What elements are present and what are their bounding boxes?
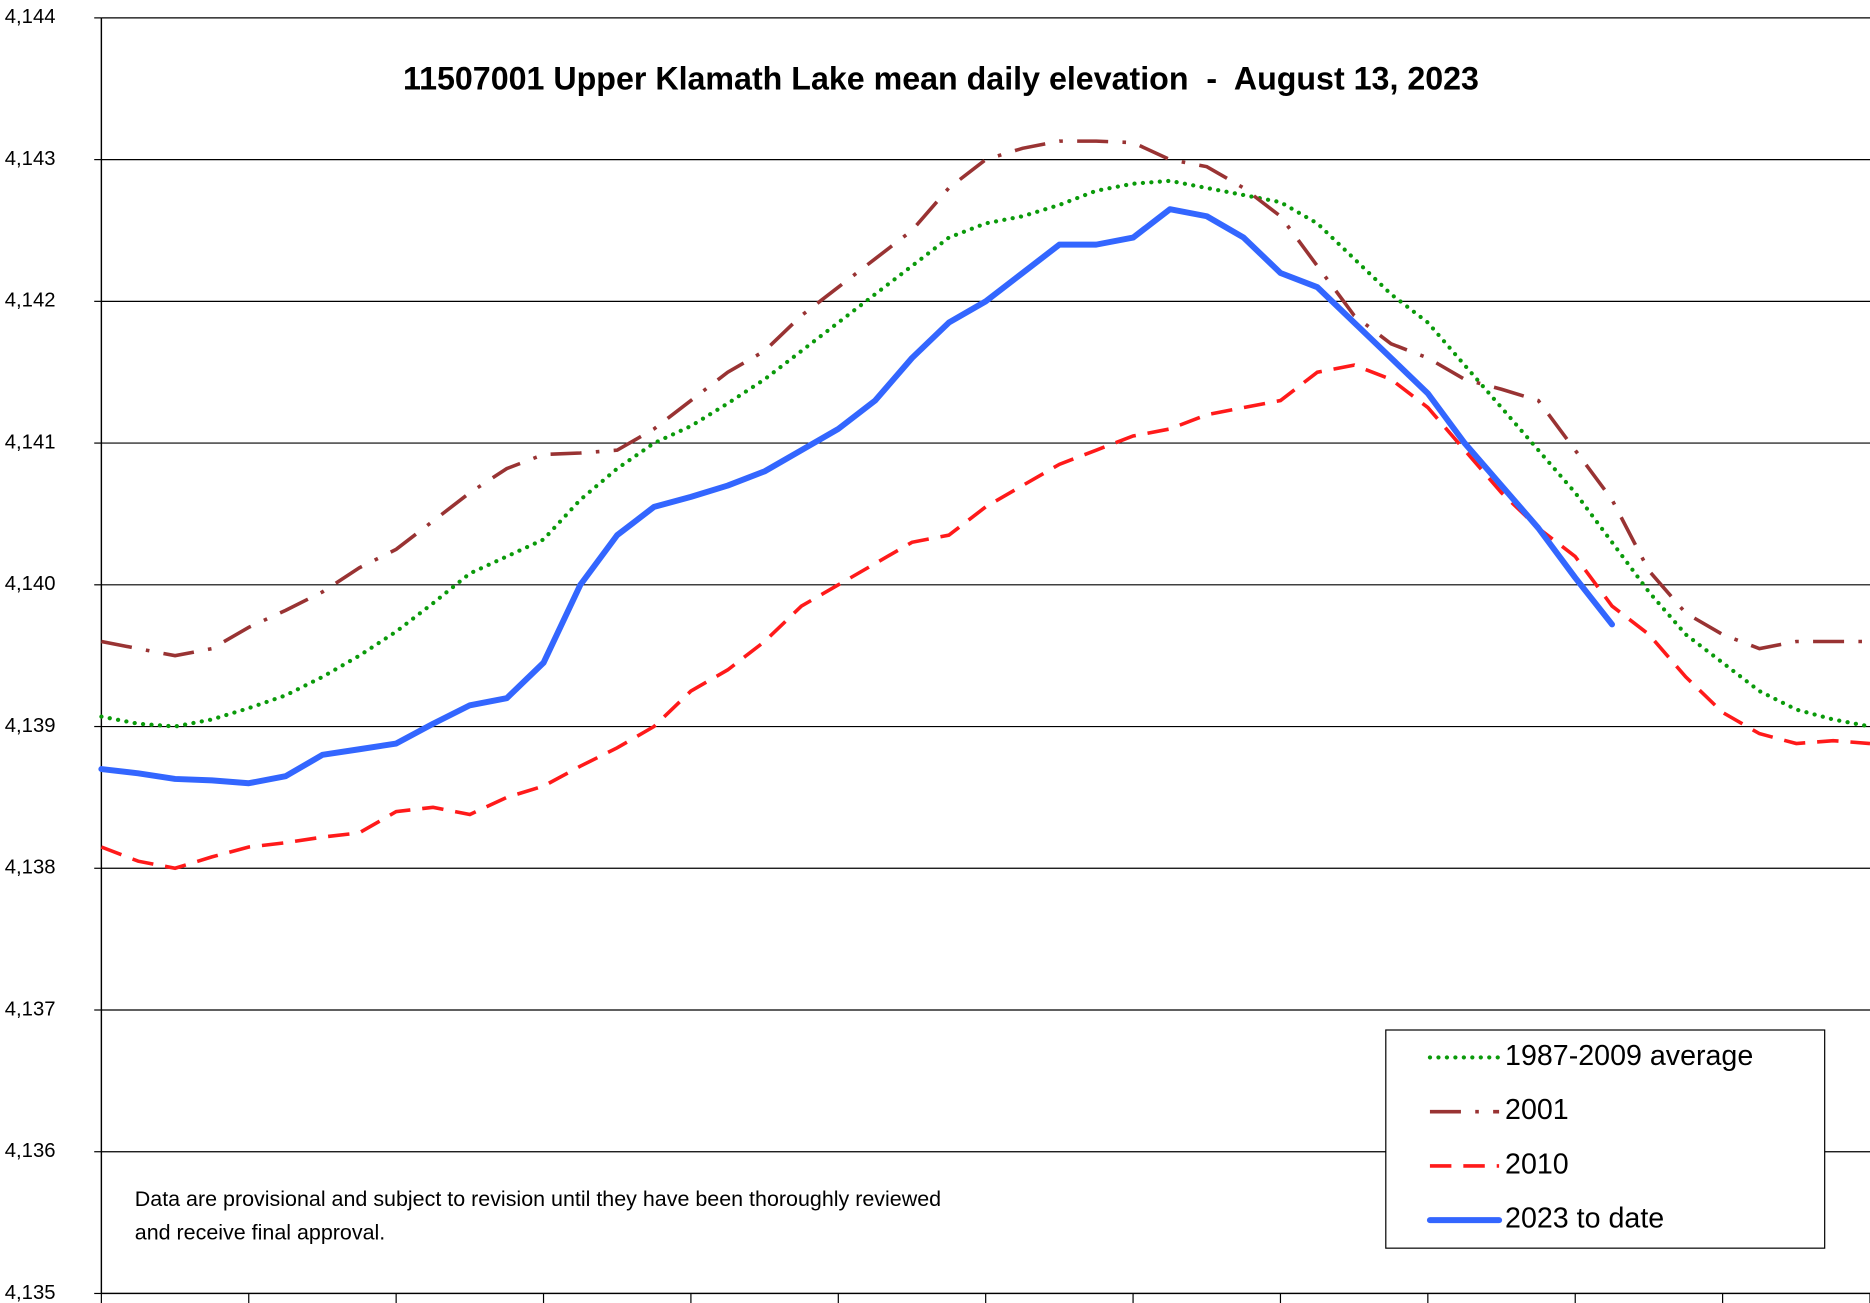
legend: 1987-2009 average 2001 2010 2023 to date: [1385, 1029, 1826, 1249]
series-line: [101, 139, 1870, 658]
legend-label: 2001: [1505, 1094, 1569, 1126]
y-tick-label: 4,142: [5, 290, 56, 312]
y-tick-label: 4,137: [5, 998, 56, 1020]
note: and receive final approval.: [135, 1221, 386, 1245]
series-line: [100, 363, 1870, 871]
y-tick-label: 4,138: [5, 857, 56, 879]
legend-box: [1385, 1029, 1826, 1249]
legend-label: 1987-2009 average: [1505, 1040, 1753, 1072]
y-tick-label: 4,143: [5, 148, 56, 170]
y-tick-label: 4,135: [5, 1282, 56, 1303]
y-tick-label: 4,140: [5, 573, 56, 595]
y-tick-label: 4,136: [5, 1140, 56, 1162]
y-tick-label: 4,139: [5, 715, 56, 737]
note: Data are provisional and subject to revi…: [135, 1187, 941, 1211]
series-line: [98, 206, 1616, 787]
y-tick-label: 4,144: [5, 6, 56, 28]
legend-label: 2023 to date: [1505, 1203, 1664, 1235]
legend-label: 2010: [1505, 1148, 1569, 1180]
y-tick-label: 4,141: [5, 431, 56, 453]
chart-title: 11507001 Upper Klamath Lake mean daily e…: [403, 61, 1479, 97]
series-line: [99, 178, 1870, 729]
